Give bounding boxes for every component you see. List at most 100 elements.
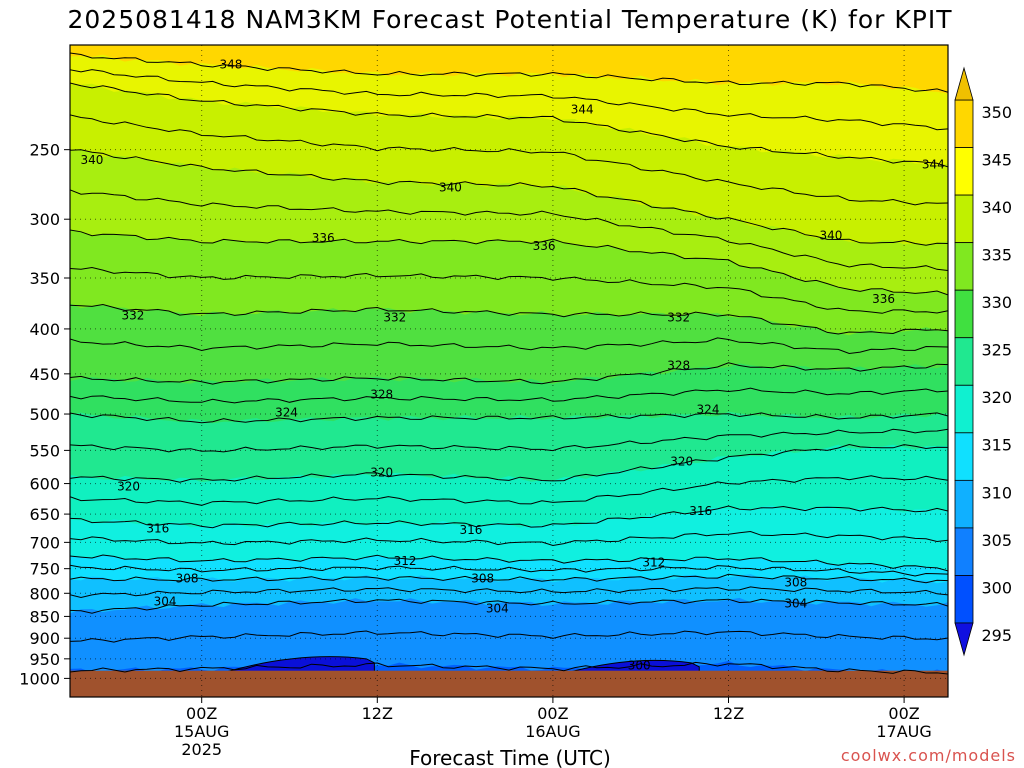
colorbar-bin bbox=[954, 99, 974, 148]
colorbar: 350 345 340 335 330 325 320 315 310 305 300 295 bbox=[954, 66, 1012, 657]
x-tick-label: 12Z bbox=[713, 704, 744, 723]
contour-306 bbox=[70, 586, 948, 599]
colorbar-label: 345 bbox=[981, 150, 1012, 169]
contour-label: 316 bbox=[460, 523, 483, 537]
contour-312 bbox=[70, 554, 948, 572]
contour-348 bbox=[70, 52, 948, 93]
contour-label: 304 bbox=[784, 597, 807, 611]
contour-label: 308 bbox=[784, 576, 807, 590]
y-tick-label: 900 bbox=[29, 629, 60, 648]
chart-title: 2025081418 NAM3KM Forecast Potential Tem… bbox=[68, 5, 953, 34]
contour-label: 304 bbox=[486, 602, 509, 616]
y-tick-label: 550 bbox=[29, 441, 60, 460]
contour-330 bbox=[70, 337, 948, 355]
colorbar-bin bbox=[954, 242, 974, 291]
contour-342 bbox=[70, 114, 948, 206]
contour-label: 324 bbox=[697, 402, 720, 416]
contour-label: 332 bbox=[121, 308, 144, 322]
contour-label: 344 bbox=[922, 158, 945, 172]
y-tick-label: 300 bbox=[29, 210, 60, 229]
contour-314 bbox=[70, 530, 948, 547]
theta-bands bbox=[70, 54, 948, 697]
contour-316 bbox=[70, 505, 948, 529]
y-tick-label: 400 bbox=[29, 320, 60, 339]
credit-text[interactable]: coolwx.com/models bbox=[841, 746, 1016, 765]
y-tick-label: 600 bbox=[29, 475, 60, 494]
contour-340 bbox=[70, 149, 948, 246]
contour-328 bbox=[70, 362, 948, 385]
contour-344 bbox=[70, 82, 948, 168]
colorbar-label: 335 bbox=[981, 246, 1012, 265]
contour-label: 328 bbox=[667, 358, 690, 372]
contour-label: 332 bbox=[383, 310, 406, 324]
colorbar-label: 330 bbox=[981, 293, 1012, 312]
colorbar-bin bbox=[954, 289, 974, 339]
colorbar-bin bbox=[954, 147, 974, 196]
contour-336 bbox=[70, 229, 948, 296]
contour-322 bbox=[70, 428, 948, 453]
x-tick-label: 2025 bbox=[181, 740, 222, 759]
contour-302 bbox=[70, 630, 948, 643]
colorbar-label: 315 bbox=[981, 436, 1012, 455]
contour-332 bbox=[70, 303, 948, 335]
contour-324 bbox=[70, 412, 948, 424]
contour-label: 336 bbox=[533, 239, 556, 253]
contour-320 bbox=[70, 443, 948, 483]
colorbar-label: 350 bbox=[981, 103, 1012, 122]
contour-label: 340 bbox=[80, 153, 103, 167]
contour-304 bbox=[70, 598, 948, 614]
y-tick-label: 250 bbox=[29, 141, 60, 160]
colorbar-extend-bottom bbox=[954, 622, 974, 657]
colorbar-label: 305 bbox=[981, 531, 1012, 550]
contour-label: 308 bbox=[176, 572, 199, 586]
contour-326 bbox=[70, 387, 948, 404]
y-tick-label: 750 bbox=[29, 560, 60, 579]
y-tick-label: 350 bbox=[29, 269, 60, 288]
contour-label: 316 bbox=[146, 521, 169, 535]
colorbar-label: 300 bbox=[981, 578, 1012, 597]
contour-label: 332 bbox=[667, 310, 690, 324]
contour-label: 312 bbox=[394, 554, 417, 568]
contour-label: 320 bbox=[117, 480, 140, 494]
contour-label: 304 bbox=[154, 594, 177, 608]
colorbar-bin bbox=[954, 479, 974, 529]
colorbar-bin bbox=[954, 194, 974, 244]
ground-strip bbox=[70, 670, 948, 697]
x-axis-label: Forecast Time (UTC) bbox=[409, 746, 611, 768]
contour-label: 300 bbox=[628, 659, 651, 673]
colorbar-extend-top bbox=[954, 66, 974, 101]
x-tick-label: 12Z bbox=[362, 704, 393, 723]
contour-label: 348 bbox=[220, 58, 243, 72]
contour-310 bbox=[70, 564, 948, 577]
contour-labels: 348 344 344 340 340 340 336 336 336 332 332 332 328 3… bbox=[80, 58, 944, 673]
y-tick-label: 950 bbox=[29, 650, 60, 669]
contour-label: 340 bbox=[819, 228, 842, 242]
contour-338 bbox=[70, 189, 948, 271]
colorbar-bin bbox=[954, 337, 974, 386]
cold-pocket-1 bbox=[223, 656, 375, 674]
contour-label: 312 bbox=[642, 556, 665, 570]
contour-lines bbox=[70, 52, 948, 675]
contour-346 bbox=[70, 69, 948, 131]
contour-label: 336 bbox=[312, 231, 335, 245]
contour-label: 344 bbox=[571, 102, 594, 116]
y-tick-label: 500 bbox=[29, 405, 60, 424]
x-tick-label: 17AUG bbox=[876, 722, 931, 741]
x-tick-label: 00Z bbox=[537, 704, 568, 723]
colorbar-label: 310 bbox=[981, 483, 1012, 502]
y-tick-label: 450 bbox=[29, 365, 60, 384]
x-tick-label: 15AUG bbox=[174, 722, 229, 741]
y-tick-label: 850 bbox=[29, 607, 60, 626]
contour-label: 336 bbox=[872, 292, 895, 306]
x-tick-label: 00Z bbox=[186, 704, 217, 723]
contour-334 bbox=[70, 266, 948, 314]
contour-300 bbox=[70, 661, 948, 675]
y-axis: 250 300 350 400 450 500 550 600 650 700 750 800 850 9… bbox=[19, 141, 70, 688]
colorbar-label: 320 bbox=[981, 388, 1012, 407]
colorbar-label: 295 bbox=[981, 626, 1012, 645]
contour-label: 320 bbox=[670, 454, 693, 468]
y-tick-label: 1000 bbox=[19, 669, 60, 688]
